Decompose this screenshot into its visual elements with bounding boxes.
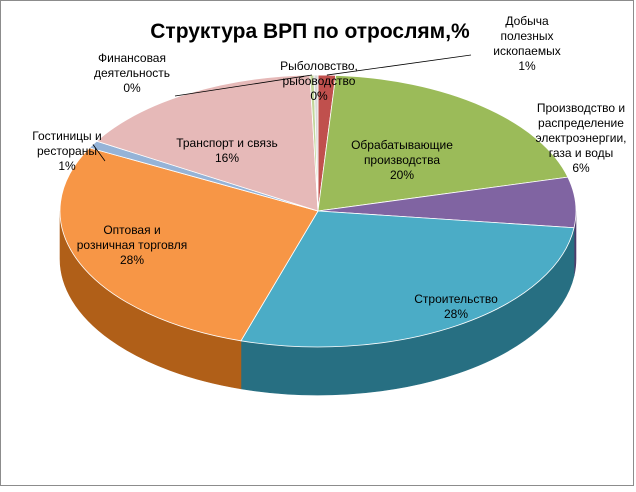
slice-name-line: газа и воды: [549, 146, 613, 160]
leader-line-dobycha: [326, 54, 472, 76]
pie-tops: [59, 74, 577, 348]
slice-name-line: рыбоводство: [283, 74, 356, 88]
slice-stroit: [240, 210, 575, 348]
slice-value-stroit: 28%: [444, 307, 468, 321]
slice-name-line: Производство и: [537, 101, 625, 115]
slice-name-line: ископаемых: [493, 44, 560, 58]
slice-name-line: деятельность: [94, 66, 170, 80]
slice-label-dobycha: Добыча полезных ископаемых 1%: [493, 14, 560, 73]
slice-name-line: розничная торговля: [77, 238, 188, 252]
slice-name-line: производства: [364, 153, 440, 167]
slice-name-line: Оптовая и: [103, 223, 160, 237]
slice-name-line: Финансовая: [98, 51, 166, 65]
slice-value-transport: 16%: [215, 151, 239, 165]
slice-name-line: Гостиницы и: [32, 129, 101, 143]
slice-value-energo: 6%: [572, 161, 590, 175]
slice-name-line: распределение: [538, 116, 624, 130]
slice-name-line: Рыболовство,: [280, 59, 358, 73]
slice-value-torgovlya: 28%: [120, 253, 144, 267]
slice-label-finans: Финансовая деятельность 0%: [94, 51, 170, 95]
slice-label-rybolov: Рыболовство, рыбоводство 0%: [280, 59, 358, 103]
slice-label-gostinitsy: Гостиницы и рестораны 1%: [32, 129, 101, 173]
slice-value-gostinitsy: 1%: [58, 159, 76, 173]
slice-label-stroit: Строительство 28%: [414, 292, 498, 321]
slice-rybolov: [313, 74, 319, 212]
leader-line-finans: [174, 74, 313, 97]
slice-value-rybolov: 0%: [310, 89, 328, 103]
slice-name-line: Строительство: [414, 292, 498, 306]
leader-line-gostinitsy: [92, 144, 106, 162]
slice-name-line: Обрабатывающие: [351, 138, 453, 152]
slice-name-line: Транспорт и связь: [176, 136, 278, 150]
slice-obrabat: [317, 74, 569, 212]
slice-value-dobycha: 1%: [518, 59, 536, 73]
slice-name-line: полезных: [500, 29, 553, 43]
slice-label-torgovlya: Оптовая и розничная торговля 28%: [77, 223, 188, 267]
slice-label-transport: Транспорт и связь 16%: [176, 136, 278, 165]
leader-lines: [92, 54, 472, 162]
slice-torgovlya: [59, 147, 319, 342]
slice-name-line: электроэнергии,: [536, 131, 627, 145]
slice-value-obrabat: 20%: [390, 168, 414, 182]
slice-labels: Добыча полезных ископаемых 1%Обрабатывающие…: [32, 14, 626, 321]
slice-label-obrabat: Обрабатывающие производства 20%: [351, 138, 453, 182]
slice-name-line: Добыча: [505, 14, 549, 28]
slice-value-finans: 0%: [123, 81, 141, 95]
slice-name-line: рестораны: [37, 144, 97, 158]
chart-title: Структура ВРП по отрослям,%: [150, 20, 470, 43]
slice-label-energo: Производство и распределение электроэнерги…: [536, 101, 627, 175]
